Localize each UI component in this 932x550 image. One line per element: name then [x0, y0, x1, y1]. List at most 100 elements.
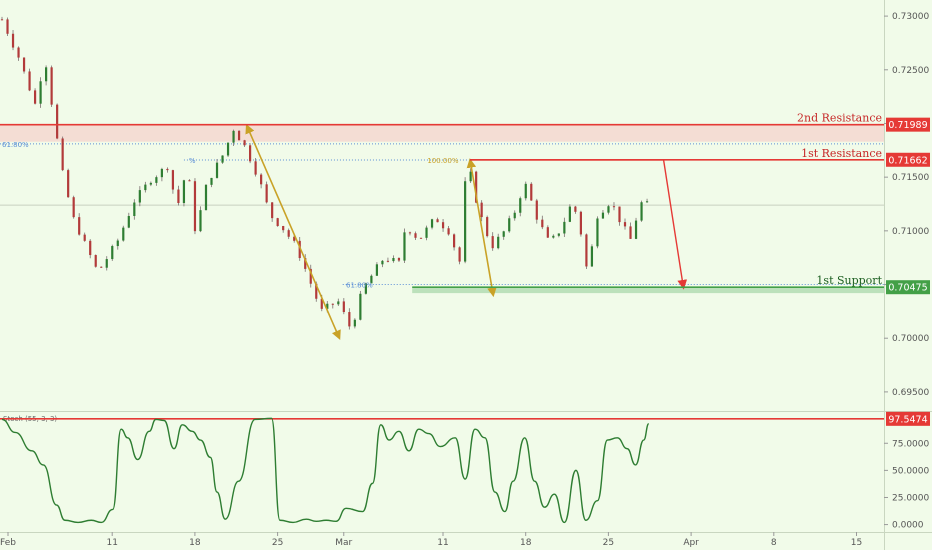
candle-body — [513, 212, 516, 219]
level-label: 1st Resistance — [801, 147, 882, 160]
candle-body — [177, 189, 180, 204]
price-levels: 2nd Resistance 0.71989 1st Resistance 0.716… — [0, 112, 930, 295]
candle-body — [436, 219, 439, 223]
candle-body — [6, 19, 9, 34]
candle-body — [392, 258, 395, 262]
candle-body — [260, 174, 263, 185]
candle-body — [634, 220, 638, 239]
time-tick-label: Apr — [683, 538, 699, 548]
candle-body — [182, 180, 186, 204]
price-tick-label: 0.71500 — [892, 173, 929, 183]
candle-body — [56, 104, 59, 139]
candle-body — [348, 312, 351, 327]
candle-body — [155, 177, 158, 183]
candle-body — [557, 233, 560, 236]
candle-body — [78, 217, 81, 235]
candle-body — [199, 210, 202, 232]
candle-body — [623, 222, 627, 227]
candle-body — [28, 71, 31, 91]
candle-body — [11, 33, 15, 48]
time-tick-label: 18 — [189, 538, 201, 548]
candle-body — [403, 232, 406, 261]
stochastic-panel: Stoch (55, 3, 3) 97.5474 — [0, 411, 930, 524]
candle-body — [486, 217, 489, 237]
time-tick-label: Mar — [335, 538, 352, 548]
candle-body — [226, 142, 230, 156]
level-badge — [886, 117, 930, 132]
candle-body — [645, 201, 649, 203]
annotations: 61.80% 100.00% 61.80%% — [2, 123, 688, 340]
candle-body — [94, 255, 97, 267]
candle-body — [612, 206, 616, 208]
candle-body — [408, 232, 412, 234]
candle-body — [458, 247, 461, 262]
candle-body — [39, 81, 42, 104]
price-tick-label: 0.71000 — [892, 227, 929, 237]
candle-body — [111, 246, 114, 260]
osc-tick-label: 75.0000 — [892, 439, 929, 449]
candle-body — [50, 67, 53, 105]
candle-body — [491, 236, 494, 249]
candle-body — [188, 180, 191, 182]
candle-body — [579, 211, 582, 235]
candle-body — [166, 168, 169, 171]
candle-body — [568, 206, 571, 222]
candle-body — [193, 181, 197, 232]
candle-body — [337, 301, 340, 305]
candle-body — [370, 275, 373, 284]
candle-body — [381, 260, 384, 265]
candle-body — [215, 162, 219, 178]
time-tick-label: 11 — [437, 538, 448, 548]
level-badge — [886, 152, 930, 167]
price-tick-label: 0.73000 — [892, 12, 929, 22]
candle-body — [133, 202, 136, 216]
candle-body — [210, 177, 213, 185]
candle-body — [469, 171, 472, 182]
candle-body — [249, 145, 252, 162]
time-tick-label: Feb — [0, 538, 16, 548]
time-tick-label: 11 — [106, 538, 117, 548]
candle-body — [122, 227, 125, 241]
candle-body — [276, 218, 279, 227]
candle-body — [452, 234, 456, 248]
level-badge — [886, 280, 930, 295]
candle-body — [287, 230, 290, 237]
time-tick-label: 8 — [771, 538, 777, 548]
candle-body — [447, 228, 450, 235]
candle-body — [590, 246, 594, 267]
candle-body — [353, 319, 356, 327]
candle-body — [221, 155, 224, 163]
candle-body — [524, 183, 527, 199]
price-tick-label: 0.72500 — [892, 66, 929, 76]
candle-body — [375, 264, 379, 276]
candle-body — [535, 200, 538, 220]
candle-body — [116, 240, 119, 247]
level-label: 2nd Resistance — [797, 112, 882, 125]
fib-label: % — [189, 157, 196, 165]
candle-body — [232, 130, 235, 143]
price-tick-label: 0.69500 — [892, 388, 929, 398]
candle-body — [425, 227, 428, 238]
candle-body — [271, 202, 274, 219]
candle-body — [552, 235, 555, 238]
candle-body — [22, 57, 26, 72]
candle-body — [331, 303, 334, 305]
time-tick-label: 25 — [603, 538, 614, 548]
candle-body — [342, 301, 345, 313]
candle-body — [397, 258, 401, 261]
candle-body — [601, 212, 605, 219]
candle-body — [618, 206, 621, 223]
candle-body — [282, 226, 285, 231]
resistance-zone — [0, 124, 884, 142]
candle-body — [574, 206, 577, 212]
candle-body — [67, 170, 70, 198]
candle-body — [0, 19, 4, 21]
candle-body — [237, 130, 241, 141]
candle-body — [502, 231, 505, 237]
candle-body — [243, 140, 246, 146]
candle-body — [640, 202, 643, 221]
fib-label: 100.00% — [427, 157, 458, 165]
